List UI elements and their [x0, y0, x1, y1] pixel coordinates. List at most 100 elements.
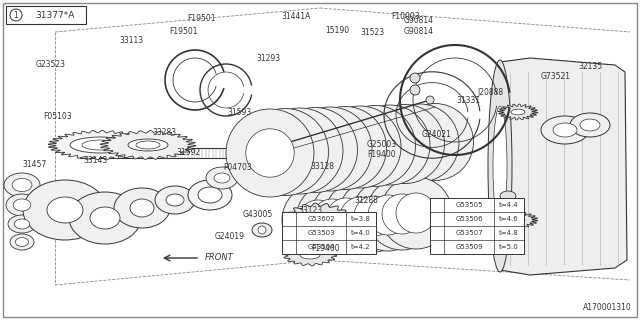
Text: t=4.2: t=4.2: [351, 244, 371, 250]
Ellipse shape: [8, 215, 36, 233]
Ellipse shape: [322, 125, 368, 171]
Polygon shape: [284, 203, 352, 237]
Ellipse shape: [303, 107, 387, 189]
Ellipse shape: [397, 103, 474, 180]
Ellipse shape: [241, 108, 328, 196]
Ellipse shape: [493, 106, 507, 226]
Ellipse shape: [188, 180, 232, 210]
Circle shape: [285, 228, 294, 237]
Text: 31441A: 31441A: [282, 12, 310, 21]
Ellipse shape: [511, 109, 525, 115]
Text: F19400: F19400: [312, 244, 340, 253]
Ellipse shape: [273, 108, 358, 193]
Ellipse shape: [307, 126, 353, 172]
Ellipse shape: [383, 122, 427, 166]
Ellipse shape: [511, 217, 525, 223]
Ellipse shape: [368, 123, 412, 167]
Ellipse shape: [90, 207, 120, 229]
Ellipse shape: [82, 140, 118, 150]
Circle shape: [426, 96, 434, 104]
Polygon shape: [48, 131, 152, 160]
Text: 31377*A: 31377*A: [35, 11, 75, 20]
Polygon shape: [498, 104, 538, 120]
Text: F19501: F19501: [169, 27, 197, 36]
Bar: [282, 212, 376, 254]
Ellipse shape: [261, 128, 309, 176]
Text: 31523: 31523: [360, 28, 384, 37]
Text: 33113: 33113: [119, 36, 143, 45]
Ellipse shape: [23, 180, 107, 240]
Ellipse shape: [6, 194, 38, 216]
Ellipse shape: [335, 106, 415, 187]
Ellipse shape: [206, 167, 238, 189]
Ellipse shape: [381, 104, 459, 182]
Ellipse shape: [136, 141, 160, 149]
Text: 33123: 33123: [298, 206, 322, 215]
Ellipse shape: [570, 113, 610, 137]
Ellipse shape: [380, 177, 452, 249]
Text: 31288: 31288: [354, 196, 378, 205]
Text: G53507: G53507: [455, 230, 483, 236]
Bar: [430, 198, 524, 254]
Text: t=4.8: t=4.8: [499, 230, 519, 236]
Text: G53503: G53503: [307, 230, 335, 236]
Ellipse shape: [288, 107, 372, 191]
Text: t=3.8: t=3.8: [351, 216, 371, 222]
Ellipse shape: [324, 181, 396, 253]
Text: 31593: 31593: [228, 108, 252, 117]
Text: 31293: 31293: [256, 54, 280, 63]
Ellipse shape: [414, 121, 456, 163]
Text: t=4.6: t=4.6: [499, 216, 519, 222]
Ellipse shape: [114, 188, 170, 228]
Ellipse shape: [155, 186, 195, 214]
Ellipse shape: [500, 191, 516, 201]
Text: 31331: 31331: [456, 96, 480, 105]
Text: G25003: G25003: [367, 140, 397, 149]
Text: G53506: G53506: [455, 216, 483, 222]
Ellipse shape: [128, 139, 168, 151]
Circle shape: [10, 9, 22, 21]
Bar: [6, 6, 86, 24]
Text: G53602: G53602: [307, 216, 335, 222]
Text: F19400: F19400: [368, 150, 396, 159]
Text: F19501: F19501: [188, 14, 216, 23]
Text: G73521: G73521: [541, 72, 571, 81]
Polygon shape: [283, 244, 337, 266]
Text: 32135: 32135: [578, 62, 602, 71]
Circle shape: [258, 226, 266, 234]
Text: G24019: G24019: [215, 232, 245, 241]
Ellipse shape: [69, 192, 141, 244]
Ellipse shape: [382, 194, 422, 234]
Text: F05103: F05103: [44, 112, 72, 121]
Circle shape: [433, 228, 442, 237]
Ellipse shape: [304, 213, 332, 227]
Ellipse shape: [47, 197, 83, 223]
Text: G53509: G53509: [455, 244, 483, 250]
Ellipse shape: [10, 234, 34, 250]
Ellipse shape: [337, 124, 383, 170]
Ellipse shape: [488, 60, 512, 272]
Ellipse shape: [13, 199, 31, 211]
Ellipse shape: [12, 178, 32, 192]
Ellipse shape: [541, 116, 589, 144]
Ellipse shape: [226, 109, 314, 197]
Text: FRONT: FRONT: [205, 253, 234, 262]
Ellipse shape: [350, 105, 430, 185]
Ellipse shape: [15, 237, 29, 246]
Ellipse shape: [353, 124, 397, 168]
Ellipse shape: [14, 219, 29, 229]
Ellipse shape: [580, 119, 600, 131]
Ellipse shape: [257, 108, 343, 194]
Text: J20888: J20888: [477, 88, 503, 97]
Text: F04703: F04703: [223, 163, 252, 172]
Text: t=4.4: t=4.4: [499, 202, 519, 208]
Ellipse shape: [276, 127, 324, 175]
Ellipse shape: [352, 179, 424, 251]
Text: A170001310: A170001310: [583, 303, 632, 312]
Ellipse shape: [366, 178, 438, 250]
Polygon shape: [490, 58, 627, 275]
Text: t=4.0: t=4.0: [351, 230, 371, 236]
Ellipse shape: [252, 223, 272, 237]
Ellipse shape: [399, 122, 442, 164]
Text: 2: 2: [287, 230, 291, 236]
